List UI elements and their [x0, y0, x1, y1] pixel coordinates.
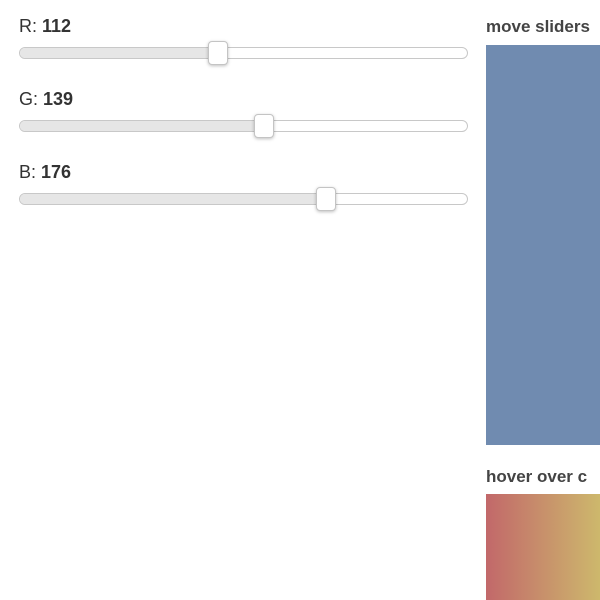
green-slider-track[interactable]	[19, 114, 468, 138]
slider-label-blue: B: 176	[19, 162, 72, 182]
channel-value: 112	[42, 16, 72, 36]
channel-name: B	[19, 162, 32, 182]
preview-heading: move sliders	[486, 17, 590, 36]
slider-group-green: G: 139	[19, 87, 469, 160]
color-preview-swatch	[486, 45, 600, 445]
blue-slider-track[interactable]	[19, 187, 468, 211]
preview-column: move sliders hover over c	[486, 0, 600, 600]
rgb-sliders: R: 112 G: 139 B: 176	[19, 14, 469, 233]
green-slider-fill	[20, 121, 264, 131]
slider-label-red: R: 112	[19, 16, 72, 36]
gradient-heading: hover over c	[486, 467, 588, 486]
channel-name: G	[19, 89, 34, 109]
green-slider-thumb[interactable]	[253, 114, 274, 138]
blue-slider-fill	[20, 194, 327, 204]
slider-group-blue: B: 176	[19, 160, 469, 233]
slider-group-red: R: 112	[19, 14, 469, 87]
red-slider-track[interactable]	[19, 41, 468, 65]
channel-value: 176	[41, 162, 72, 182]
channel-name: R	[19, 16, 32, 36]
channel-value: 139	[43, 89, 74, 109]
gradient-hover-area[interactable]	[486, 494, 600, 600]
red-slider-thumb[interactable]	[208, 41, 229, 65]
blue-slider-thumb[interactable]	[316, 187, 337, 211]
slider-label-green: G: 139	[19, 89, 74, 109]
red-slider-fill	[20, 48, 219, 58]
